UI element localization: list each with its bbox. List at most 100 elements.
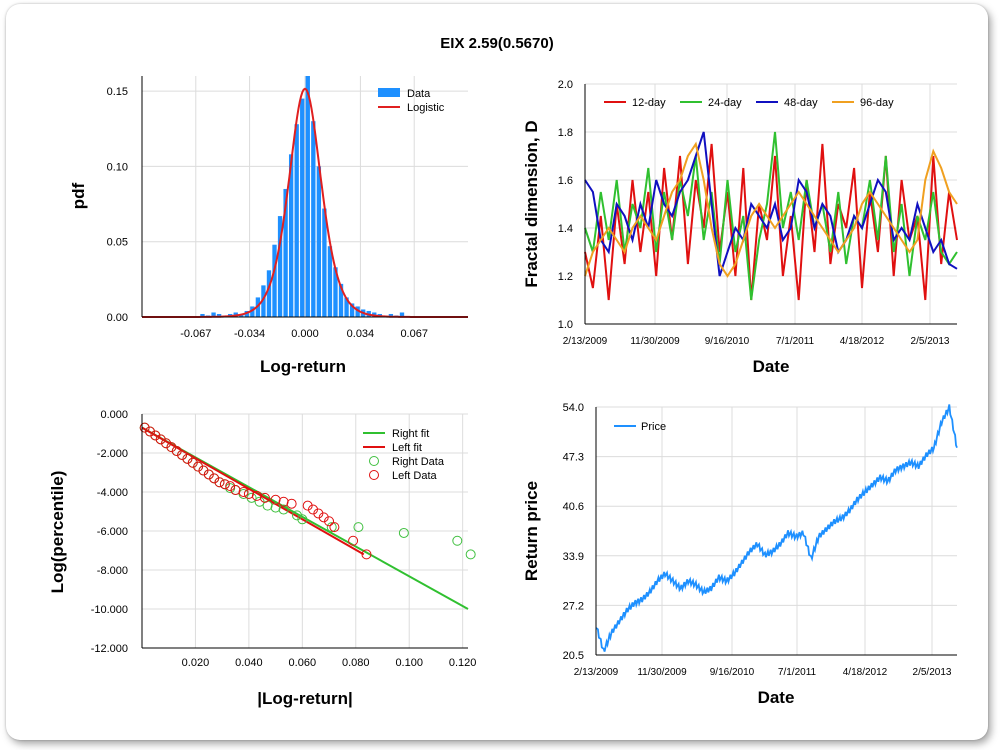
fractal-x-tick: 2/5/2013 (911, 336, 950, 347)
fractal-x-tick: 9/16/2010 (705, 336, 750, 347)
tails-data-point (251, 490, 262, 501)
fractal-y-tick: 1.6 (558, 175, 573, 187)
fractal-legend-label: 48-day (784, 97, 818, 109)
tails-data-point (465, 549, 476, 560)
histogram-bar (216, 313, 222, 317)
histogram-x-label: Log-return (260, 357, 346, 376)
legend-data-swatch (378, 88, 400, 97)
price-x-tick: 9/16/2010 (710, 667, 755, 678)
fractal-series-line (584, 131, 958, 277)
tails-data-point (182, 453, 193, 464)
histogram-bar (344, 297, 349, 317)
fractal-x-tick: 4/18/2012 (840, 336, 885, 347)
tails-y-tick: -10.000 (91, 604, 128, 616)
tails-data-point (254, 496, 265, 507)
price-y-tick: 47.3 (563, 452, 584, 464)
fractal-legend-label: 24-day (708, 97, 742, 109)
histogram-bar (322, 208, 327, 317)
tails-data-point (291, 510, 302, 521)
tails-x-tick: 0.080 (342, 657, 370, 669)
histogram-bar (266, 270, 272, 317)
tails-data-point (326, 522, 337, 533)
histogram-bar (388, 313, 394, 317)
tails-data-point (150, 430, 161, 441)
price-y-tick: 40.6 (563, 501, 584, 513)
tails-data-point (297, 514, 308, 525)
fractal-series-line (584, 131, 958, 301)
tails-data-point (145, 426, 156, 437)
tails-data-point (238, 487, 249, 497)
histogram-x-tick: 0.000 (291, 328, 319, 340)
histogram-bar (311, 121, 316, 317)
fractal-x-tick: 2/13/2009 (563, 336, 608, 347)
histogram-bar (200, 313, 205, 317)
legend-data-label: Data (407, 88, 431, 100)
tails-y-tick: -8.000 (97, 565, 128, 577)
histogram-panel: -0.067 -0.034 0.000 0.034 0.067 0.00 0.05 0.10 0… (69, 76, 468, 376)
histogram-bar (277, 216, 283, 317)
figure-title: EIX 2.59(0.5670) (440, 35, 553, 52)
price-x-tick: 2/13/2009 (574, 667, 619, 678)
histogram-bar (305, 76, 310, 317)
price-x-label: Date (758, 688, 795, 707)
tails-legend-swatch (369, 470, 379, 480)
tails-data-point (155, 434, 166, 445)
fractal-x-label: Date (753, 357, 790, 376)
tails-legend-label: Left fit (392, 442, 422, 454)
tails-data-point (353, 522, 364, 533)
tails-x-tick: 0.040 (235, 657, 263, 669)
tails-data-point (171, 446, 182, 457)
tails-data-point (329, 522, 340, 533)
tails-y-tick: 0.000 (100, 409, 128, 421)
price-line (595, 404, 958, 652)
tails-panel: 0.020 0.040 0.060 0.080 0.100 0.120 0.000 -2.00… (48, 409, 476, 708)
tails-x-tick: 0.020 (182, 657, 210, 669)
histogram-y-tick: 0.15 (107, 86, 128, 98)
histogram-bar (283, 188, 288, 317)
fractal-series-line (584, 143, 958, 301)
tails-legend-label: Right fit (392, 428, 429, 440)
price-x-tick: 4/18/2012 (843, 667, 888, 678)
tails-data-point (243, 488, 254, 499)
price-x-tick: 11/30/2009 (637, 667, 687, 678)
legend-logistic-label: Logistic (407, 102, 445, 114)
histogram-bar (288, 154, 294, 317)
tails-data-point (193, 461, 204, 472)
tails-data-point (209, 473, 220, 484)
tails-data-point (278, 504, 289, 515)
tails-y-tick: -12.000 (91, 643, 128, 655)
fractal-y-tick: 1.4 (558, 223, 573, 235)
tails-data-point (219, 479, 230, 490)
fractal-y-tick: 2.0 (558, 79, 573, 91)
tails-x-tick: 0.120 (449, 657, 477, 669)
fractal-x-tick: 11/30/2009 (630, 336, 680, 347)
fractal-panel: 12-day 24-day 48-day 96-day 2/13/2009 11/30/2… (522, 79, 958, 376)
tails-data-point (166, 442, 177, 453)
tails-data-point (313, 508, 324, 519)
tails-data-point (203, 469, 214, 480)
tails-legend-label: Right Data (392, 456, 445, 468)
histogram-bar (294, 124, 299, 317)
histogram-bar (300, 98, 305, 317)
tails-x-tick: 0.100 (395, 657, 423, 669)
histogram-bar (355, 306, 360, 317)
tails-data-point (214, 477, 225, 488)
tails-data-point (161, 438, 172, 449)
histogram-bar (399, 312, 405, 317)
tails-x-tick: 0.060 (289, 657, 317, 669)
histogram-bar (316, 166, 322, 317)
price-x-tick: 2/5/2013 (913, 667, 952, 678)
tails-y-tick: -4.000 (97, 487, 128, 499)
price-y-tick: 33.9 (563, 551, 584, 563)
tails-x-label: |Log-return| (257, 689, 352, 708)
tails-data-point (270, 502, 281, 513)
tails-data-point (302, 500, 313, 511)
histogram-bar (244, 310, 249, 317)
fractal-legend-label: 96-day (860, 97, 894, 109)
fractal-x-tick: 7/1/2011 (776, 336, 815, 347)
price-y-tick: 20.5 (563, 650, 584, 662)
histogram-bar (333, 267, 338, 317)
tails-y-tick: -6.000 (97, 526, 128, 538)
tails-data-point (452, 535, 463, 546)
